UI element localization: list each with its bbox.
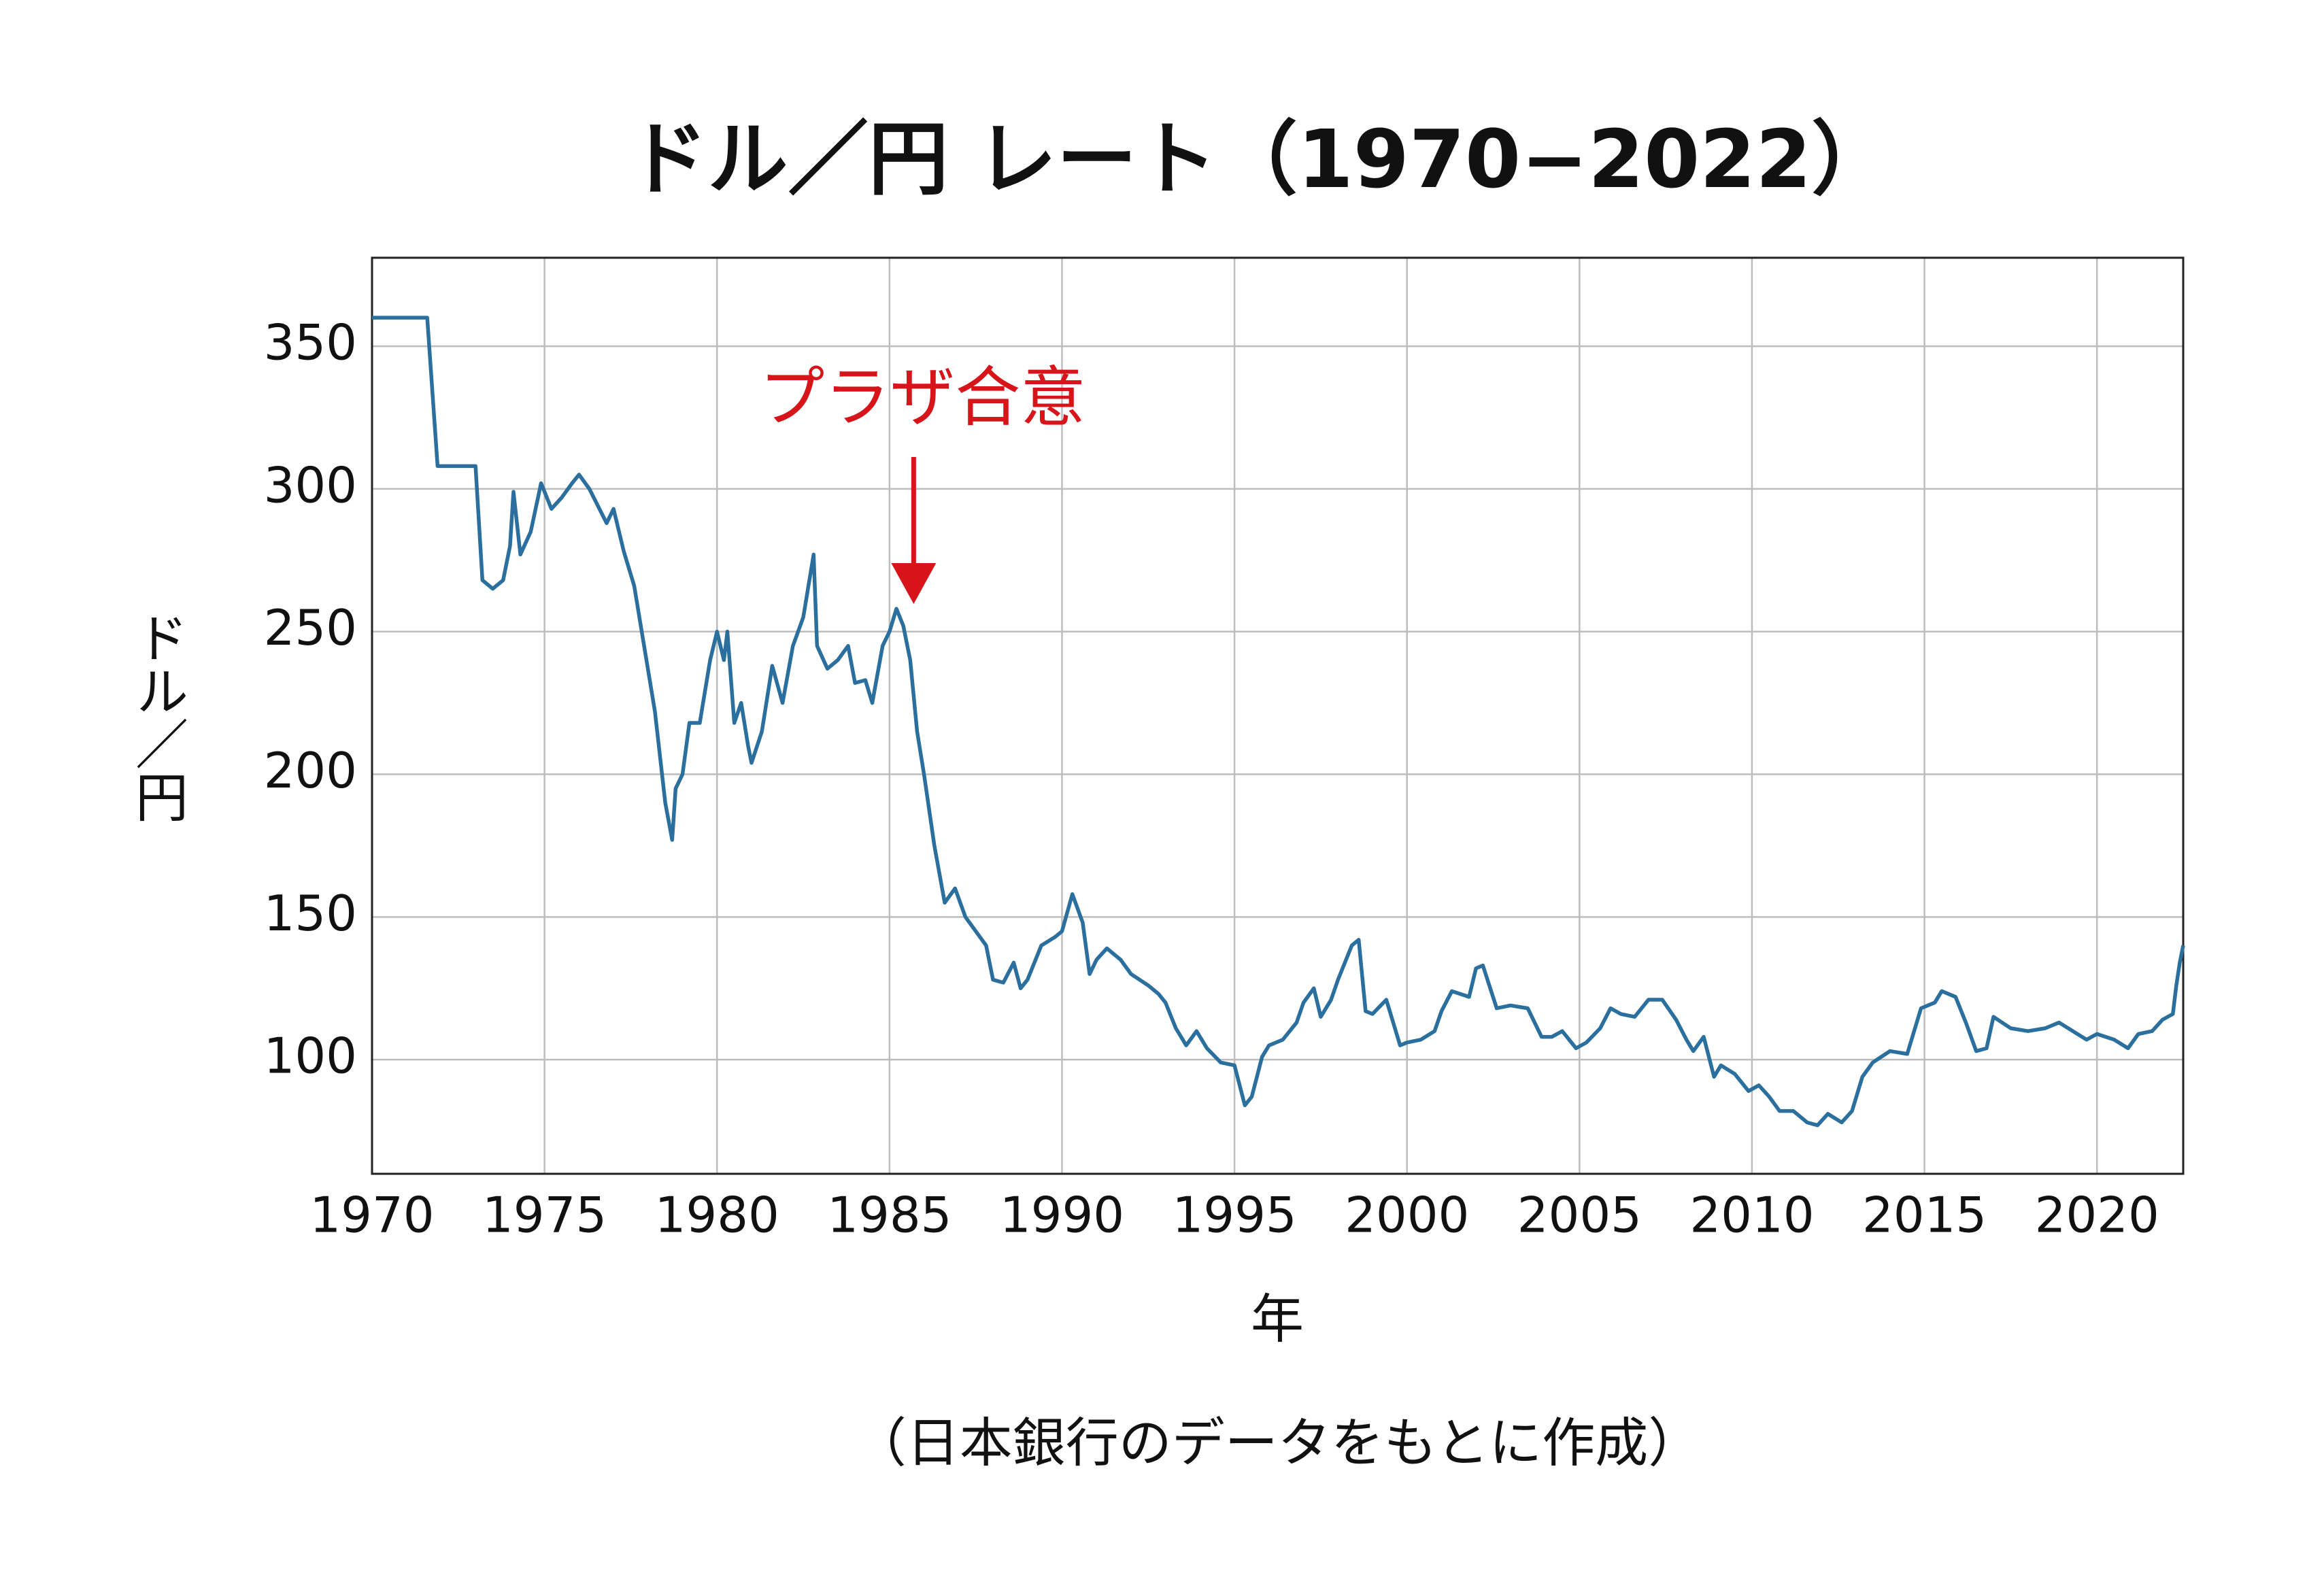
annotation-text: プラザ合意: [759, 359, 1085, 435]
y-tick-label: 100: [264, 1028, 357, 1085]
x-tick-label: 1995: [1172, 1187, 1296, 1244]
x-tick-label: 1985: [827, 1187, 952, 1244]
x-tick-label: 1975: [482, 1187, 607, 1244]
x-tick-label: 1970: [309, 1187, 434, 1244]
x-tick-label: 2000: [1345, 1187, 1469, 1244]
x-tick-label: 2020: [2035, 1187, 2159, 1244]
y-tick-label: 300: [264, 456, 357, 513]
x-tick-label: 2015: [1862, 1187, 1987, 1244]
x-tick-label: 1990: [1000, 1187, 1124, 1244]
x-axis-label: 年: [1251, 1289, 1304, 1350]
y-axis-label: ドル／円: [127, 611, 188, 823]
data-line: [372, 316, 2185, 1128]
y-tick-label: 150: [264, 885, 357, 942]
chart-title: ドル／円 レート（1970−2022）: [628, 112, 1892, 206]
source-note: （日本銀行のデータをもとに作成）: [854, 1413, 1701, 1474]
y-tick-label: 350: [264, 314, 357, 371]
plot-frame: [371, 256, 2185, 1175]
x-tick-label: 1980: [655, 1187, 779, 1244]
x-tick-label: 2005: [1517, 1187, 1642, 1244]
annotation-arrowhead: [891, 563, 937, 604]
x-tick-label: 2010: [1689, 1187, 1814, 1244]
y-tick-label: 250: [264, 599, 357, 656]
y-tick-label: 200: [264, 742, 357, 799]
